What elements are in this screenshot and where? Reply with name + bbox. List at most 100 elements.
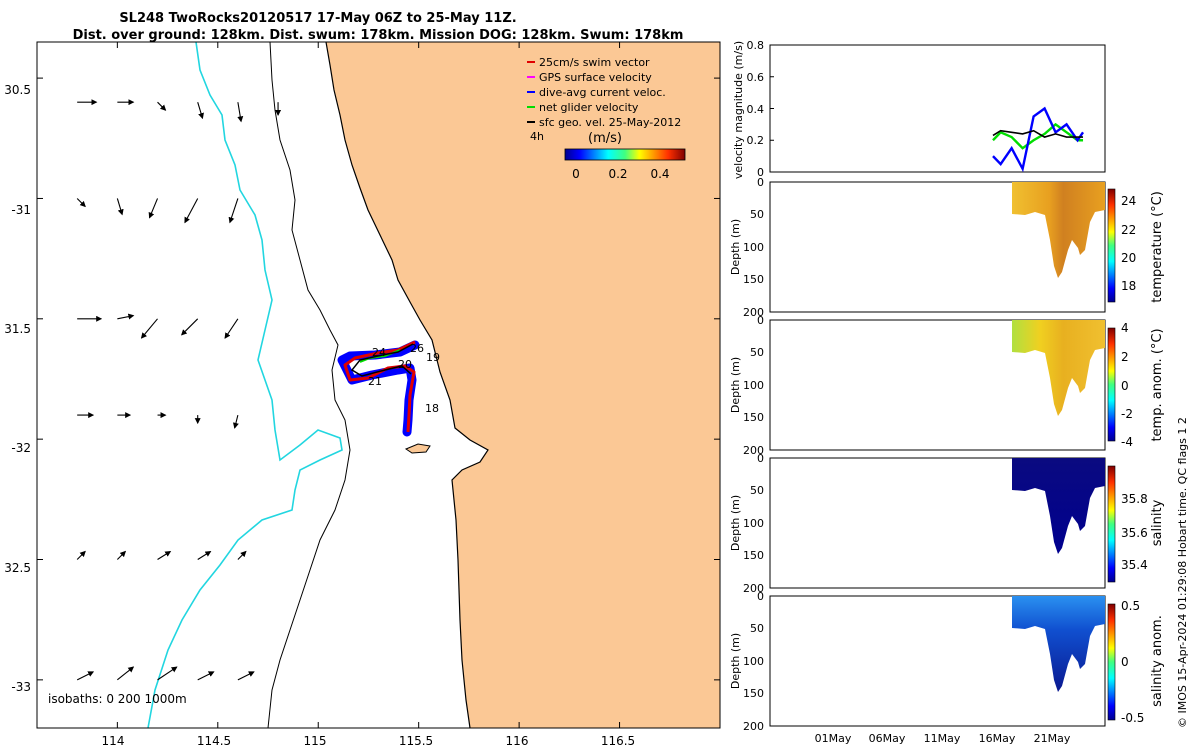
legend-label-net: net glider velocity: [539, 101, 639, 114]
date-tick-01may: 01May: [815, 732, 852, 745]
legend-label-sfc-geo: sfc geo. vel. 25-May-2012: [539, 116, 681, 129]
sanom-cb-tick-0: 0: [1121, 655, 1129, 669]
tanom-cb-tick-0: 0: [1121, 379, 1129, 393]
vel-ytick-0-6: 0.6: [747, 71, 765, 84]
glider-track: [337, 340, 420, 437]
tanom-depth-tick-50: 50: [750, 346, 764, 359]
vel-ytick-0-4: 0.4: [747, 103, 765, 116]
sanom-depth-tick-0: 0: [757, 590, 764, 603]
velocity-series: [992, 106, 1085, 173]
sanom-depth-tick-50: 50: [750, 622, 764, 635]
chart-title-line2: Dist. over ground: 128km. Dist. swum: 17…: [73, 28, 684, 43]
date-tick-06may: 06May: [869, 732, 906, 745]
tanom-cb-tick-neg4: -4: [1121, 435, 1133, 449]
date-tick-16may: 16May: [979, 732, 1016, 745]
tanom-depth-tick-100: 100: [743, 379, 764, 392]
day-label-26: 26: [410, 342, 424, 355]
salinity-panel: 0 50 100 150 200 Depth (m) 35.8 35.6 35.…: [729, 452, 1165, 595]
map-colorbar-unit: (m/s): [588, 131, 622, 146]
tanom-cb-tick-neg2: -2: [1121, 407, 1133, 421]
sal-cb-tick-35-6: 35.6: [1121, 526, 1148, 540]
sanom-depth-tick-150: 150: [743, 687, 764, 700]
current-vector-23: [157, 550, 172, 560]
day-label-18: 18: [425, 402, 439, 415]
sal-depth-tick-200: 200: [743, 582, 764, 595]
temp-anom-colorbar: [1107, 327, 1116, 442]
temp-anom-ylabel: Depth (m): [729, 357, 742, 413]
sal-depth-tick-50: 50: [750, 484, 764, 497]
tanom-depth-tick-0: 0: [757, 314, 764, 327]
day-label-24: 24: [372, 346, 386, 359]
current-vector-22: [116, 550, 127, 560]
isobath-200m: [267, 41, 351, 729]
map-colorbar-tick-0-2: 0.2: [608, 167, 627, 181]
temperature-ylabel: Depth (m): [729, 219, 742, 275]
chart-title-line1: SL248 TwoRocks20120517 17-May 06Z to 25-…: [119, 11, 516, 26]
current-vector-3: [197, 102, 204, 120]
temp-cb-tick-22: 22: [1121, 223, 1136, 237]
rottnest-island: [404, 443, 431, 454]
map-panel: 26 24 19 20 21 18 114 114.5 115 115.5 11…: [4, 41, 721, 748]
vel-ytick-0-2: 0.2: [747, 134, 765, 147]
map-colorbar: [564, 148, 686, 161]
salinity-section: [1012, 458, 1105, 554]
legend-label-dive-avg: dive-avg current veloc.: [539, 86, 666, 99]
sanom-cb-tick-neg0-5: -0.5: [1121, 711, 1144, 725]
sanom-cb-tick-0-5: 0.5: [1121, 599, 1140, 613]
lon-tick-115: 115: [304, 734, 327, 748]
current-vector-7: [116, 198, 124, 216]
velocity-frame: [769, 44, 1106, 173]
salinity-colorbar: [1107, 465, 1116, 583]
velocity-series-1: [992, 106, 1085, 173]
velocity-ylabel: velocity magnitude (m/s): [732, 41, 745, 179]
current-vector-26: [76, 671, 95, 681]
map-legend: 25cm/s swim vector GPS surface velocity …: [527, 56, 686, 181]
lat-tick-30-5: 30.5: [4, 83, 31, 97]
current-vector-28: [157, 666, 178, 681]
tanom-cb-tick-4: 4: [1121, 321, 1129, 335]
map-axis-ticks: [37, 42, 720, 728]
lon-tick-114-5: 114.5: [197, 734, 231, 748]
current-vector-29: [197, 671, 215, 681]
temp-cb-tick-18: 18: [1121, 279, 1136, 293]
tanom-cb-tick-2: 2: [1121, 350, 1129, 364]
current-vector-9: [184, 198, 199, 224]
current-vector-27: [117, 666, 135, 681]
sanom-depth-tick-200: 200: [743, 720, 764, 733]
temperature-colorbar: [1107, 188, 1116, 303]
current-vector-25: [237, 550, 247, 560]
temperature-section: [1012, 182, 1105, 278]
lon-tick-116-5: 116.5: [601, 734, 635, 748]
sal-cb-tick-35-4: 35.4: [1121, 558, 1148, 572]
tanom-depth-tick-200: 200: [743, 444, 764, 457]
temp-depth-tick-50: 50: [750, 208, 764, 221]
lat-tick-31: -31: [11, 203, 31, 217]
temp-anom-panel: 0 50 100 150 200 Depth (m) 4 2 0 -2 -4 t…: [729, 314, 1165, 457]
lat-tick-32: -32: [11, 441, 31, 455]
day-label-20: 20: [398, 358, 412, 371]
legend-time-tag: 4h: [530, 130, 544, 143]
isobaths-label: isobaths: 0 200 1000m: [48, 692, 187, 706]
land-mass: [326, 42, 720, 728]
current-vector-13: [140, 318, 158, 339]
sal-cb-tick-35-8: 35.8: [1121, 492, 1148, 506]
vel-ytick-0-8: 0.8: [747, 39, 765, 52]
temp-cb-tick-20: 20: [1121, 251, 1136, 265]
temp-depth-tick-100: 100: [743, 241, 764, 254]
footer-note: © IMOS 15-Apr-2024 01:29:08 Hobart time.…: [1176, 417, 1189, 728]
vel-ytick-0: 0: [757, 166, 764, 179]
sal-depth-tick-0: 0: [757, 452, 764, 465]
current-vector-8: [148, 198, 159, 219]
lat-tick-32-5: 32.5: [4, 561, 31, 575]
current-vector-4: [237, 102, 244, 123]
lon-tick-115-5: 115.5: [399, 734, 433, 748]
temperature-cblabel: temperature (°C): [1150, 191, 1165, 303]
sal-depth-tick-100: 100: [743, 517, 764, 530]
current-vector-2: [157, 101, 167, 111]
current-vector-10: [228, 198, 239, 224]
salinity-ylabel: Depth (m): [729, 495, 742, 551]
coastline: [325, 41, 489, 729]
current-vector-6: [76, 198, 86, 208]
isobath-1000m: [147, 41, 343, 729]
